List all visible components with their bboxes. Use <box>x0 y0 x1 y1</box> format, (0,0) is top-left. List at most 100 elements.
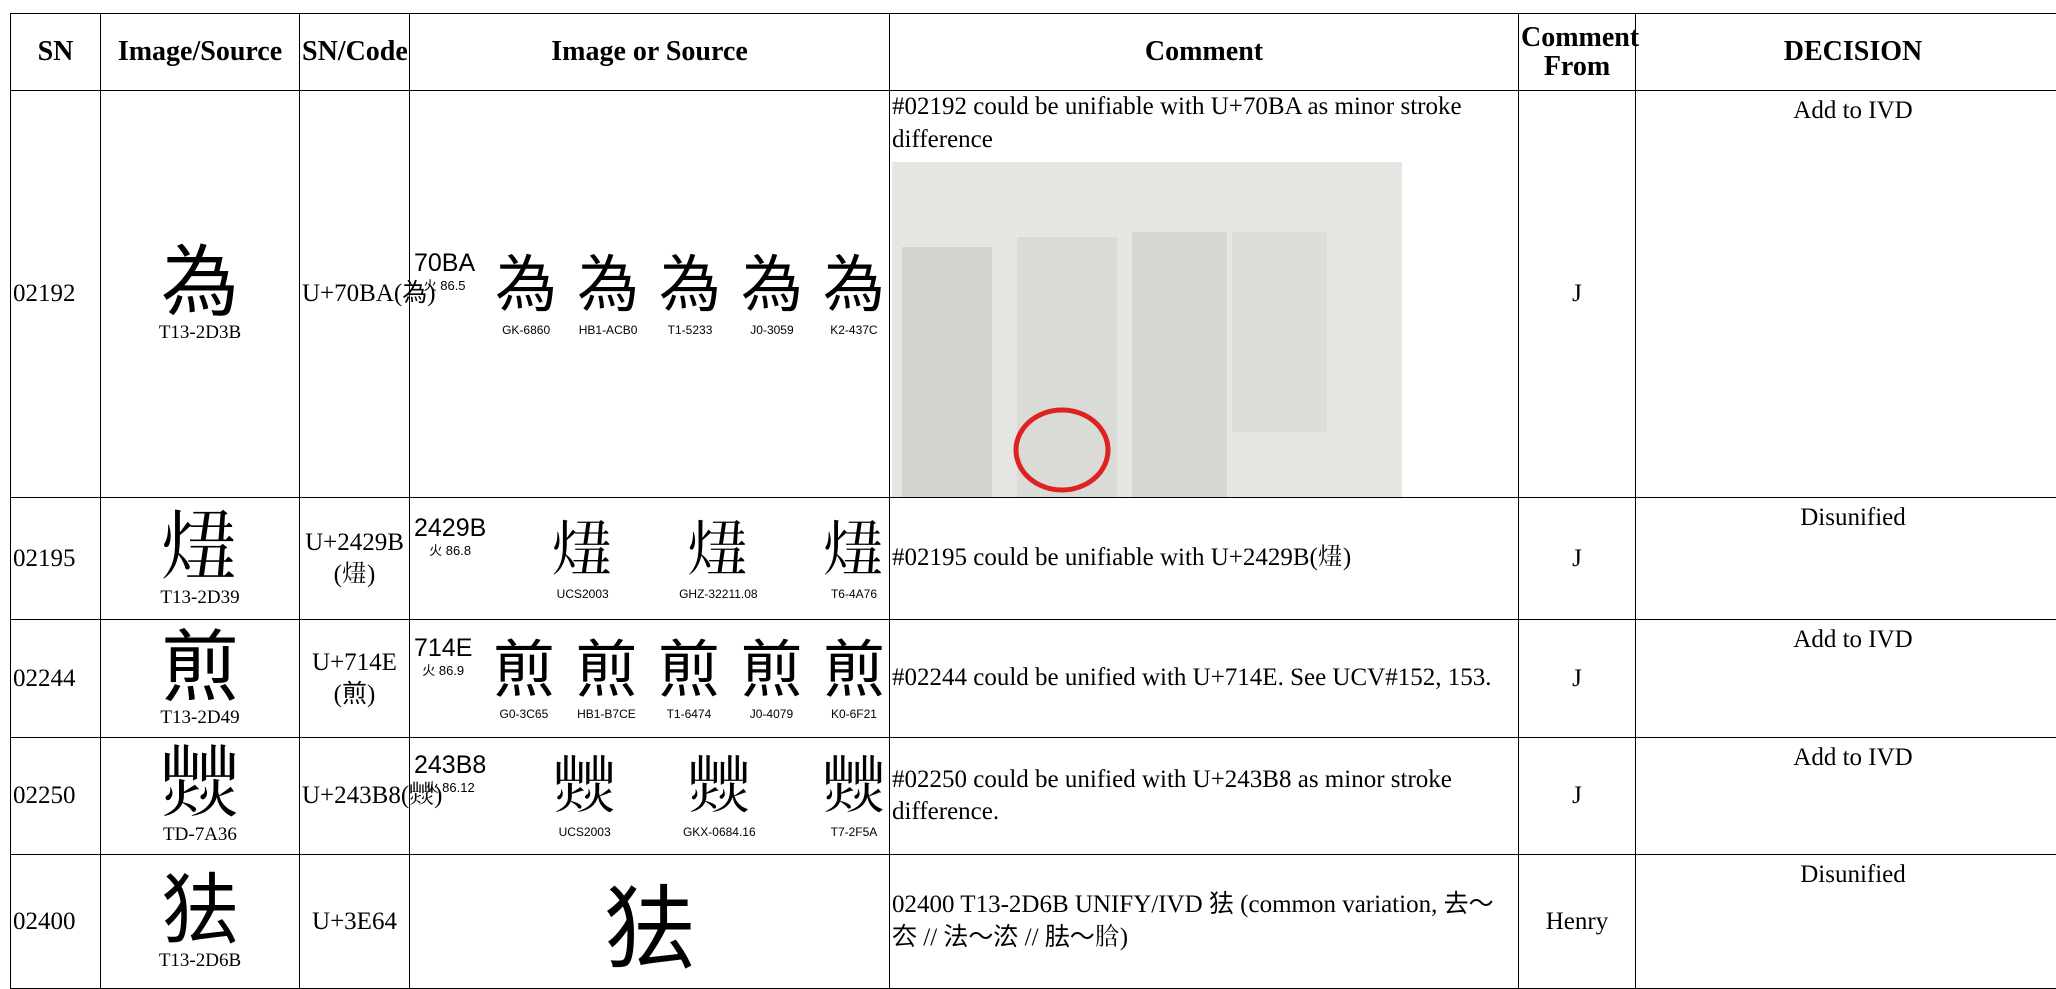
scan-strip <box>1132 232 1227 497</box>
glyph: 𤊛 <box>103 509 297 587</box>
variant-code: 243B8 <box>414 751 486 779</box>
glyph-source: T13-2D6B <box>103 950 297 972</box>
code-cell: U+70BA(為) <box>300 91 410 498</box>
comment-cell: 02400 T13-2D6B UNIFY/IVD 㹤 (common varia… <box>890 855 1519 989</box>
sn-cell: 02195 <box>11 498 101 620</box>
glyph: 為 <box>103 244 297 322</box>
scan-strip <box>1232 232 1327 432</box>
glyph-source: J0-3059 <box>741 323 803 337</box>
variant-head: 2429B 火 86.8 <box>414 516 486 557</box>
glyph: 為 <box>823 251 885 322</box>
comment-text: #02244 could be unified with U+714E. See… <box>892 662 1516 695</box>
code-cell: U+714E (煎) <box>300 620 410 738</box>
glyph: 𤎸 <box>103 746 297 824</box>
glyph: 𤊛 <box>679 516 758 587</box>
glyph-source: GK-6860 <box>495 323 557 337</box>
glyph: 煎 <box>658 636 720 707</box>
comment-from-cell: J <box>1519 738 1636 855</box>
sn-cell: 02250 <box>11 738 101 855</box>
scan-strip <box>1017 237 1117 497</box>
glyph-source: T13-2D39 <box>103 587 297 609</box>
glyph-source: T7-2F5A <box>823 825 885 839</box>
glyph: 為 <box>495 251 557 322</box>
decision-cell: Disunified <box>1636 855 2056 989</box>
glyph-source: T1-5233 <box>659 323 721 337</box>
comment-cell: #02250 could be unified with U+243B8 as … <box>890 738 1519 855</box>
glyph-source: K0-6F21 <box>823 707 885 721</box>
glyph-source: T13-2D3B <box>103 322 297 344</box>
comment-text: #02195 could be unifiable with U+2429B(𤊛… <box>892 542 1516 575</box>
header-cell: Comment From <box>1519 14 1636 91</box>
header-cell: Image or Source <box>410 14 890 91</box>
variant-head: 243B8 火 86.12 <box>414 753 486 794</box>
decision-cell: Add to IVD <box>1636 91 2056 498</box>
comment-cell: #02195 could be unifiable with U+2429B(𤊛… <box>890 498 1519 620</box>
header-cell: SN/Code <box>300 14 410 91</box>
variant-code: 714E <box>414 634 472 662</box>
scan-image <box>892 162 1402 497</box>
glyph-source: HB1-ACB0 <box>577 323 639 337</box>
comment-text: 02400 T13-2D6B UNIFY/IVD 㹤 (common varia… <box>892 889 1516 954</box>
radical: 火 86.8 <box>414 544 486 557</box>
glyph-source: G0-3C65 <box>493 707 555 721</box>
glyph: 為 <box>577 251 639 322</box>
code-cell: U+2429B (𤊛) <box>300 498 410 620</box>
comment-from-cell: Henry <box>1519 855 1636 989</box>
sn-cell: 02400 <box>11 855 101 989</box>
radical: 火 86.12 <box>414 781 486 794</box>
comment-from-cell: J <box>1519 498 1636 620</box>
decision-cell: Disunified <box>1636 498 2056 620</box>
glyph: 煎 <box>575 636 637 707</box>
variant-code: 2429B <box>414 514 486 542</box>
header-cell: DECISION <box>1636 14 2056 91</box>
glyph-source: GKX-0684.16 <box>683 825 756 839</box>
comment-text: #02192 could be unifiable with U+70BA as… <box>892 91 1516 156</box>
comment-cell: #02244 could be unified with U+714E. See… <box>890 620 1519 738</box>
glyph-source: UCS2003 <box>552 587 614 601</box>
sn-cell: 02244 <box>11 620 101 738</box>
glyph-source: TD-7A36 <box>103 824 297 846</box>
variant-code: 70BA <box>414 249 475 277</box>
glyph-source: K2-437C <box>823 323 885 337</box>
header-cell: Image/Source <box>101 14 300 91</box>
sn-cell: 02192 <box>11 91 101 498</box>
code-cell: U+243B8(𤎸) <box>300 738 410 855</box>
header-cell: Comment <box>890 14 1519 91</box>
comment-text: #02250 could be unified with U+243B8 as … <box>892 764 1516 829</box>
radical: 火 86.5 <box>414 279 475 292</box>
glyph-source: T13-2D49 <box>103 707 297 729</box>
glyph: 𤎸 <box>823 753 885 824</box>
scan-strip <box>902 247 992 497</box>
glyph: 為 <box>659 251 721 322</box>
glyph: 為 <box>741 251 803 322</box>
comment-from-cell: J <box>1519 91 1636 498</box>
glyph: 煎 <box>740 636 802 707</box>
